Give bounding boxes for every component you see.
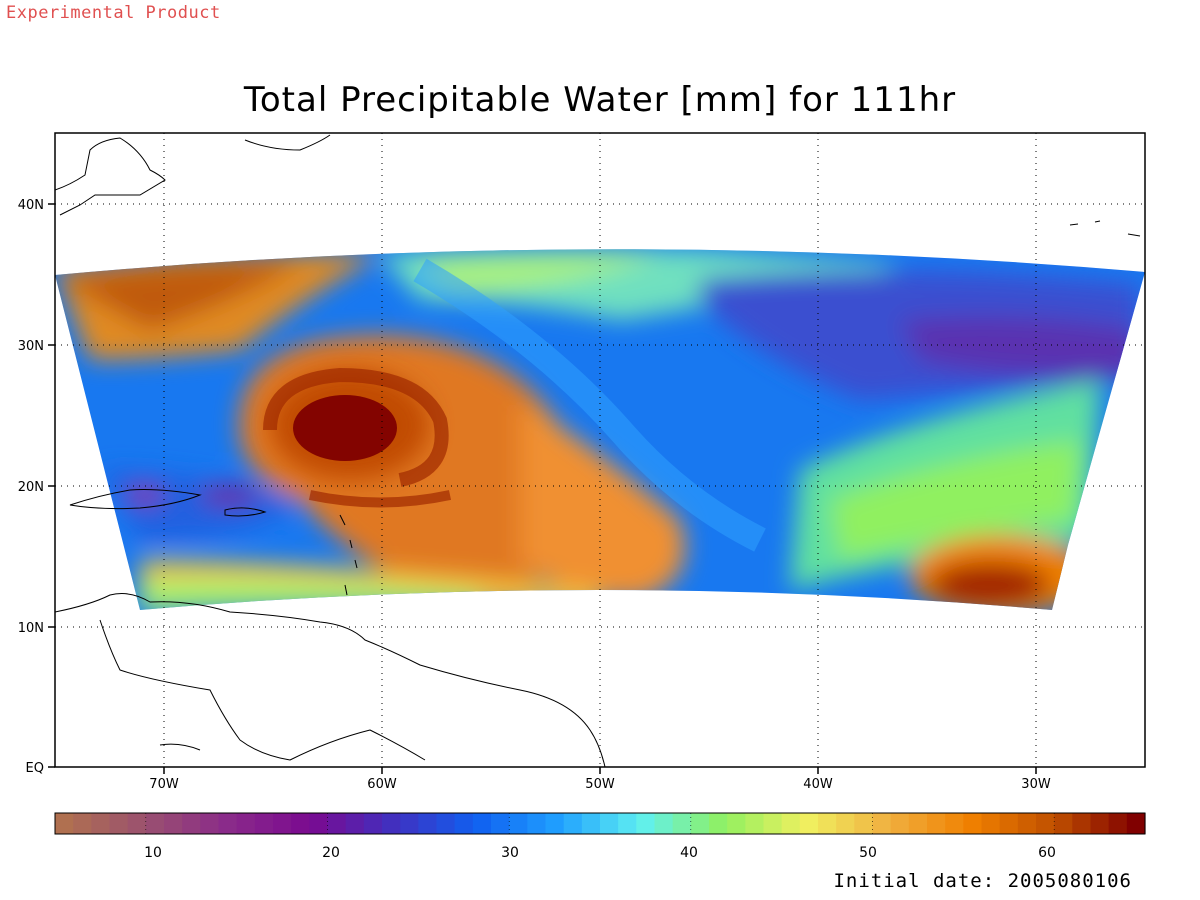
colorbar-swatch	[1108, 813, 1128, 834]
colorbar-swatch	[345, 813, 365, 834]
lon-tick-label: 70W	[149, 777, 179, 792]
colorbar-swatch	[327, 813, 347, 834]
colorbar-swatch	[545, 813, 565, 834]
colorbar-swatch	[509, 813, 528, 834]
colorbar-swatch	[1036, 813, 1055, 834]
lon-tick-label: 50W	[585, 777, 615, 792]
colorbar-tick-label: 60	[1038, 845, 1056, 861]
colorbar-swatch	[745, 813, 765, 834]
colorbar-swatch	[600, 813, 619, 834]
colorbar-swatch	[781, 813, 801, 834]
colorbar-swatch	[182, 813, 201, 834]
colorbar-swatch	[981, 813, 1001, 834]
tpw-field	[55, 249, 1145, 610]
colorbar-tick-label: 10	[144, 845, 162, 861]
colorbar-swatch	[999, 813, 1019, 834]
lat-tick-label: EQ	[26, 761, 44, 776]
colorbar-swatch	[763, 813, 783, 834]
colorbar-swatch	[945, 813, 964, 834]
colorbar-swatch	[1017, 813, 1037, 834]
lon-tick-label: 60W	[367, 777, 397, 792]
colorbar-swatch	[618, 813, 637, 834]
colorbar-tick-label: 30	[501, 845, 519, 861]
colorbar-swatch	[236, 813, 256, 834]
colorbar-swatch	[218, 813, 238, 834]
colorbar-swatch	[799, 813, 819, 834]
colorbar-swatch	[55, 813, 74, 834]
colorbar-frame	[54, 812, 1146, 835]
colorbar-swatch	[73, 813, 92, 834]
colorbar-swatch	[890, 813, 910, 834]
lat-tick-label: 30N	[18, 339, 44, 354]
colorbar-swatch	[491, 813, 510, 834]
grid-lines	[55, 133, 1145, 767]
colorbar-swatch	[436, 813, 456, 834]
colorbar-swatch	[927, 813, 946, 834]
colorbar-swatch	[109, 813, 129, 834]
colorbar-swatch	[672, 813, 692, 834]
lat-tick-label: 40N	[18, 198, 44, 213]
colorbar-swatch	[963, 813, 983, 834]
colorbar-swatch	[908, 813, 928, 834]
colorbar-swatch	[309, 813, 329, 834]
colorbar-swatch	[454, 813, 474, 834]
colorbar-swatch	[527, 813, 547, 834]
lon-tick-label: 40W	[803, 777, 833, 792]
colorbar-swatch	[1072, 813, 1092, 834]
experimental-product-label: Experimental Product	[6, 3, 221, 23]
colorbar-swatch	[363, 813, 383, 834]
colorbar-swatch	[709, 813, 728, 834]
colorbar-swatch	[836, 813, 855, 834]
lat-tick-label: 20N	[18, 480, 44, 495]
map-title: Total Precipitable Water [mm] for 111hr	[243, 80, 957, 120]
colorbar-swatch	[273, 813, 292, 834]
colorbar-swatch	[145, 813, 165, 834]
colorbar-swatch	[1126, 813, 1146, 834]
colorbar-swatch	[91, 813, 111, 834]
colorbar-swatch	[727, 813, 746, 834]
colorbar-swatch	[291, 813, 310, 834]
colorbar	[55, 813, 1146, 834]
colorbar-swatch	[690, 813, 710, 834]
lat-tick-label: 10N	[18, 621, 44, 636]
colorbar-tick-label: 50	[859, 845, 877, 861]
colorbar-swatch	[563, 813, 583, 834]
initial-date-label: Initial date: 2005080106	[833, 870, 1132, 892]
colorbar-swatch	[1054, 813, 1073, 834]
colorbar-tick-label: 20	[322, 845, 340, 861]
colorbar-swatch	[254, 813, 274, 834]
colorbar-swatch	[872, 813, 892, 834]
colorbar-swatch	[200, 813, 220, 834]
colorbar-swatch	[164, 813, 183, 834]
colorbar-tick-label: 40	[680, 845, 698, 861]
colorbar-swatch	[854, 813, 874, 834]
colorbar-swatch	[1090, 813, 1110, 834]
colorbar-swatch	[127, 813, 147, 834]
colorbar-swatch	[818, 813, 837, 834]
colorbar-swatch	[472, 813, 492, 834]
colorbar-swatch	[654, 813, 674, 834]
colorbar-swatch	[382, 813, 401, 834]
coastlines	[55, 134, 1141, 767]
colorbar-swatch	[400, 813, 419, 834]
colorbar-swatch	[636, 813, 656, 834]
lon-tick-label: 30W	[1021, 777, 1051, 792]
colorbar-swatch	[418, 813, 438, 834]
colorbar-swatch	[581, 813, 601, 834]
